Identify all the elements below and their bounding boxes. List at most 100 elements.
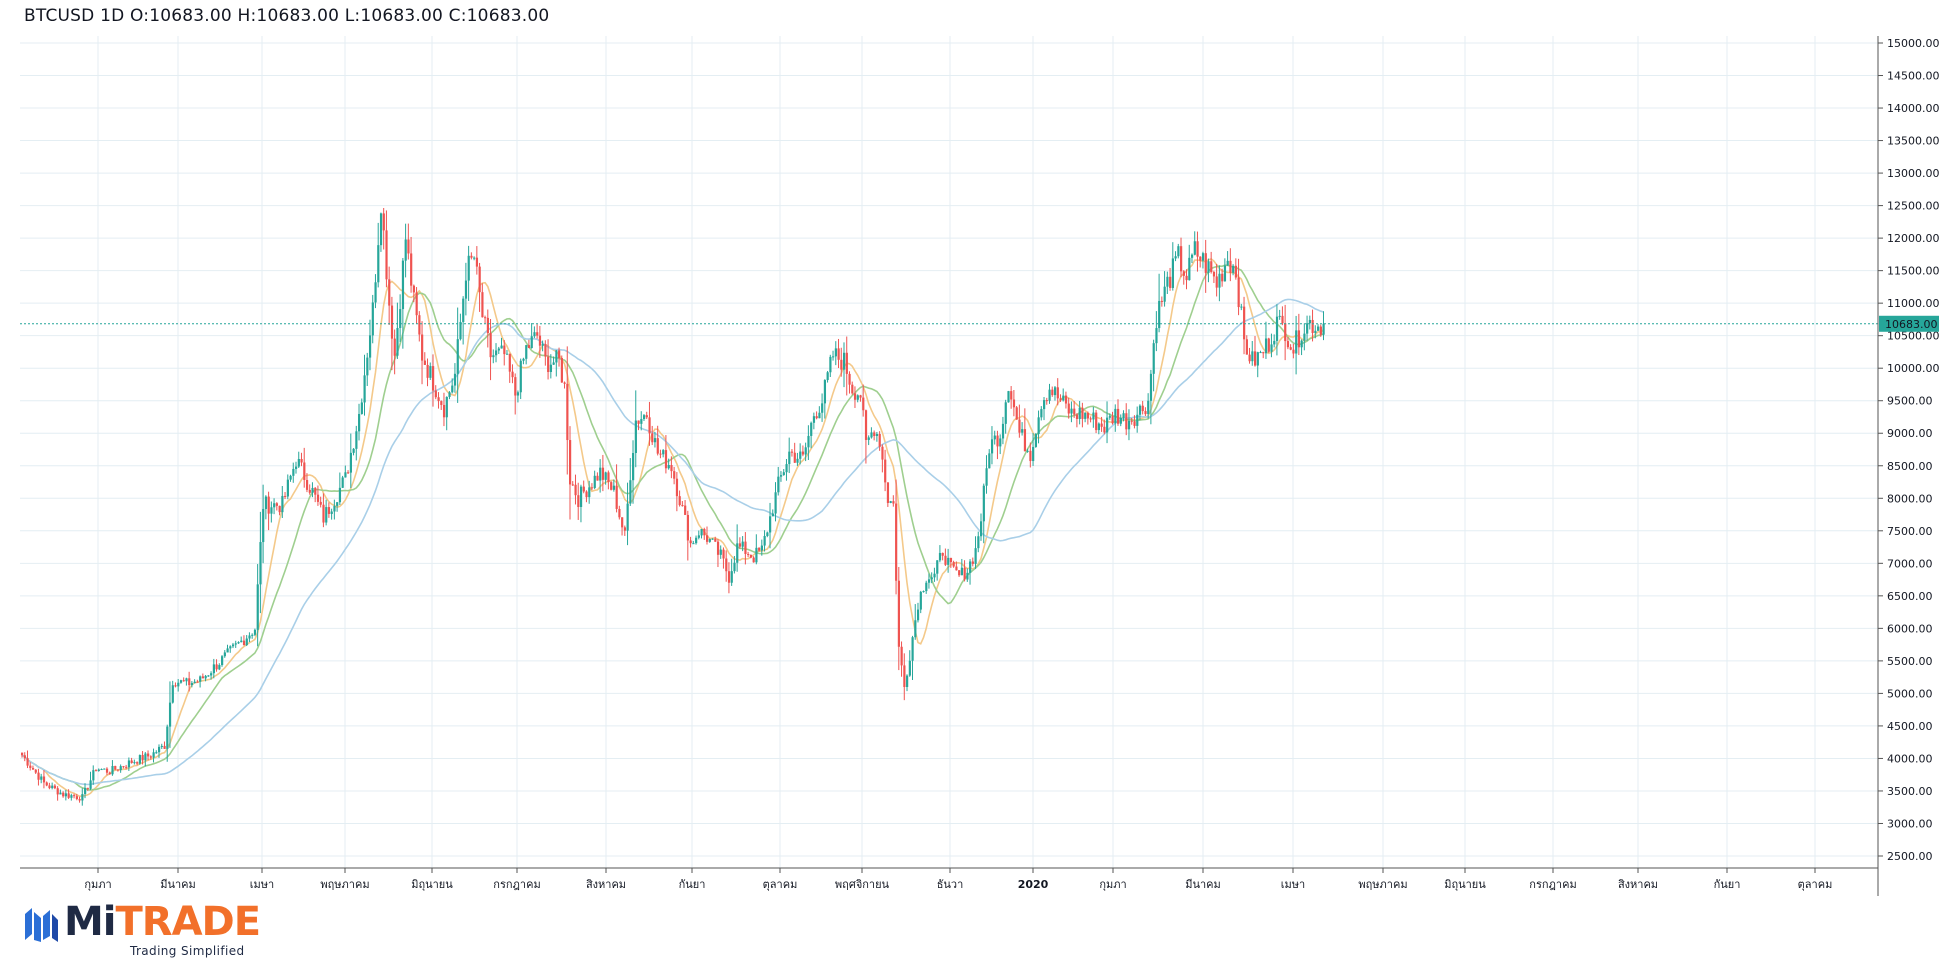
candle-body bbox=[412, 285, 416, 293]
x-tick-label[interactable]: กรกฎาคม bbox=[493, 878, 540, 891]
y-tick-label[interactable]: 3500.00 bbox=[1887, 785, 1933, 798]
x-tick-label[interactable]: 2020 bbox=[1018, 878, 1049, 891]
x-tick-label[interactable]: มิถุนายน bbox=[411, 878, 453, 891]
y-tick-label[interactable]: 4500.00 bbox=[1887, 720, 1933, 733]
y-tick-label[interactable]: 13000.00 bbox=[1887, 167, 1940, 180]
x-tick-label[interactable]: ตุลาคม bbox=[1798, 878, 1833, 891]
candle-body bbox=[1278, 315, 1281, 317]
time-axis-labels[interactable]: กุมภา มีนาคม เมษา พฤษภาคม มิถุนายน กรกฎาคม สิง… bbox=[84, 878, 1832, 891]
y-tick-label[interactable]: 13500.00 bbox=[1887, 135, 1940, 148]
x-tick-label[interactable]: กันยา bbox=[1714, 878, 1741, 891]
candle-body bbox=[1295, 330, 1298, 354]
candle-body bbox=[453, 373, 457, 386]
candle-body bbox=[651, 433, 654, 443]
candle-body bbox=[700, 529, 703, 536]
candle-body bbox=[327, 507, 331, 514]
x-tick-label[interactable]: ตุลาคม bbox=[763, 878, 798, 891]
candle-body bbox=[166, 726, 169, 749]
x-tick-label[interactable]: มีนาคม bbox=[1185, 878, 1221, 891]
y-tick-label[interactable]: 14500.00 bbox=[1887, 70, 1940, 83]
candle-body bbox=[662, 450, 665, 455]
candle-body bbox=[1270, 344, 1273, 352]
candle-body bbox=[259, 542, 262, 585]
candle-body bbox=[1182, 271, 1185, 276]
x-tick-label[interactable]: พฤศจิกายน bbox=[835, 878, 890, 891]
candle-body bbox=[1141, 405, 1144, 412]
candle-body bbox=[127, 760, 131, 768]
candle-body bbox=[634, 420, 637, 453]
y-tick-label[interactable]: 9500.00 bbox=[1887, 395, 1933, 408]
y-tick-label[interactable]: 12500.00 bbox=[1887, 200, 1940, 213]
y-tick-label[interactable]: 7000.00 bbox=[1887, 557, 1933, 570]
y-tick-label[interactable]: 10500.00 bbox=[1887, 330, 1940, 343]
candle-body bbox=[840, 359, 843, 370]
candle-body bbox=[475, 257, 479, 267]
candle-body bbox=[316, 494, 320, 502]
candle-body bbox=[656, 438, 659, 454]
x-tick-label[interactable]: สิงหาคม bbox=[586, 878, 626, 891]
symbol: BTCUSD bbox=[24, 6, 95, 26]
y-tick-label[interactable]: 8000.00 bbox=[1887, 492, 1933, 505]
candle-body bbox=[1114, 408, 1117, 424]
x-tick-label[interactable]: เมษา bbox=[250, 878, 274, 891]
y-tick-label[interactable]: 5500.00 bbox=[1887, 655, 1933, 668]
y-tick-label[interactable]: 11500.00 bbox=[1887, 265, 1940, 278]
y-tick-label[interactable]: 7500.00 bbox=[1887, 525, 1933, 538]
candle-body bbox=[484, 317, 487, 319]
y-tick-label[interactable]: 5000.00 bbox=[1887, 687, 1933, 700]
candle-body bbox=[873, 432, 876, 437]
candle-body bbox=[1199, 256, 1202, 261]
x-tick-label[interactable]: กุมภา bbox=[1099, 878, 1126, 891]
y-tick-label[interactable]: 4000.00 bbox=[1887, 752, 1933, 765]
y-tick-label[interactable]: 10000.00 bbox=[1887, 362, 1940, 375]
x-tick-label[interactable]: พฤษภาคม bbox=[320, 878, 369, 891]
candle-body bbox=[845, 352, 848, 374]
candle-body bbox=[352, 448, 355, 453]
candle-body bbox=[843, 352, 846, 370]
x-tick-label[interactable]: กรกฎาคม bbox=[1529, 878, 1576, 891]
candle-body bbox=[853, 393, 857, 400]
x-tick-label[interactable]: มีนาคม bbox=[160, 878, 196, 891]
candle-body bbox=[84, 787, 87, 795]
logo-mark-icon bbox=[25, 908, 58, 942]
y-tick-label[interactable]: 15000.00 bbox=[1887, 37, 1940, 50]
candle-body bbox=[1136, 414, 1139, 426]
candle-body bbox=[1234, 265, 1238, 278]
candle-body bbox=[769, 516, 772, 533]
y-tick-label[interactable]: 14000.00 bbox=[1887, 102, 1940, 115]
candle-body bbox=[1262, 352, 1265, 354]
candle-body bbox=[859, 395, 862, 398]
candle-body bbox=[429, 366, 432, 378]
x-tick-label[interactable]: สิงหาคม bbox=[1618, 878, 1658, 891]
y-tick-label[interactable]: 12000.00 bbox=[1887, 232, 1940, 245]
x-tick-label[interactable]: พฤษภาคม bbox=[1358, 878, 1407, 891]
candle-body bbox=[516, 392, 520, 396]
candle-body bbox=[848, 373, 851, 385]
candle-body bbox=[916, 609, 920, 621]
candle-body bbox=[1001, 423, 1005, 439]
candle-body bbox=[1196, 241, 1199, 257]
candle-body bbox=[388, 279, 391, 306]
candle-body bbox=[273, 503, 276, 508]
candle-body bbox=[1037, 417, 1040, 435]
y-tick-label[interactable]: 6500.00 bbox=[1887, 590, 1933, 603]
y-tick-label[interactable]: 2500.00 bbox=[1887, 850, 1933, 863]
y-tick-label[interactable]: 11000.00 bbox=[1887, 297, 1940, 310]
y-tick-label[interactable]: 8500.00 bbox=[1887, 460, 1933, 473]
x-tick-label[interactable]: กุมภา bbox=[84, 878, 111, 891]
candle-body bbox=[97, 769, 100, 771]
x-tick-label[interactable]: มิถุนายน bbox=[1444, 878, 1486, 891]
x-tick-label[interactable]: เมษา bbox=[1281, 878, 1305, 891]
candle-body bbox=[922, 591, 925, 593]
y-tick-label[interactable]: 9000.00 bbox=[1887, 427, 1933, 440]
x-tick-label[interactable]: กันยา bbox=[679, 878, 706, 891]
y-tick-label[interactable]: 6000.00 bbox=[1887, 622, 1933, 635]
chart-axes bbox=[20, 36, 1883, 896]
y-tick-label[interactable]: 3000.00 bbox=[1887, 817, 1933, 830]
price-axis-labels[interactable]: 15000.00 14500.00 14000.00 13500.00 13000.00… bbox=[1887, 37, 1940, 863]
candle-body bbox=[1081, 407, 1084, 419]
x-tick-label[interactable]: ธันวา bbox=[937, 878, 964, 891]
candle-body bbox=[218, 665, 221, 670]
candle-body bbox=[437, 397, 440, 402]
